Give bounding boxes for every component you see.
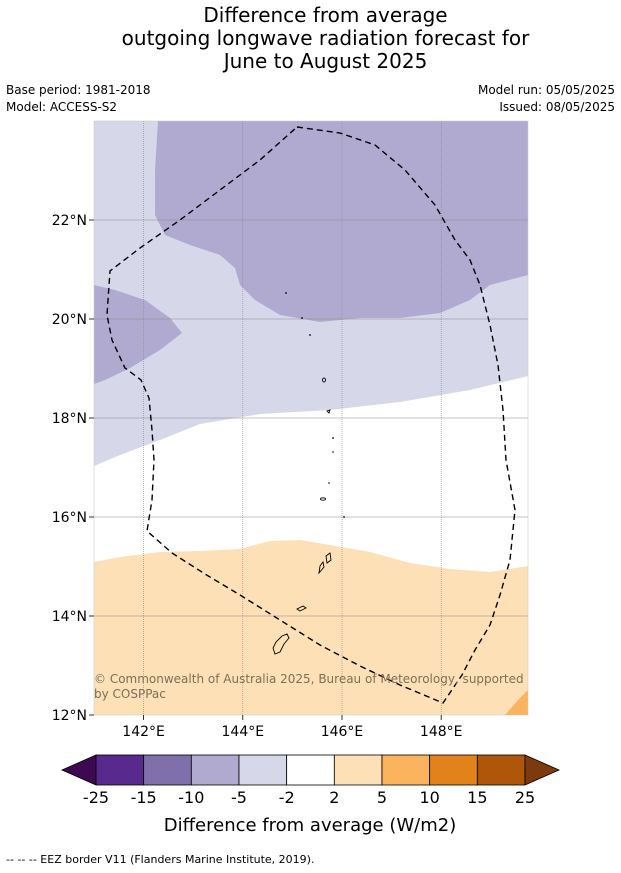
agrihan-island: [326, 409, 331, 414]
copyright-notice: © Commonwealth of Australia 2025, Bureau…: [94, 672, 524, 701]
colorbar-tick-label: -10: [178, 788, 204, 807]
colorbar-tick-label: -5: [231, 788, 247, 807]
colorbar-title: Difference from average (W/m2): [164, 815, 456, 836]
model-name: Model: ACCESS-S2: [6, 100, 118, 114]
title-line-1: Difference from average: [203, 3, 448, 27]
colorbar-tick-label: 25: [515, 788, 535, 807]
colorbar-tick-label: 15: [467, 788, 487, 807]
latitude-label: 16°N: [52, 510, 87, 526]
longitude-label: 142°E: [122, 724, 165, 740]
latitude-label: 18°N: [52, 411, 87, 427]
colorbar-segment: [238, 754, 288, 786]
tinian-island: [318, 560, 325, 575]
gridlines: [94, 121, 528, 715]
light-orange-region: [94, 540, 528, 715]
longitude-label: 146°E: [321, 724, 364, 740]
latitude-label: 14°N: [52, 609, 87, 625]
left-metadata: Base period: 1981-2018 Model: ACCESS-S2: [6, 82, 151, 116]
colorbar-segment: [381, 754, 431, 786]
colorbar-segment: [333, 754, 383, 786]
colorbar-segment: [476, 754, 526, 786]
rota-island: [296, 605, 307, 612]
base-period: Base period: 1981-2018: [6, 83, 151, 97]
colorbar-tick-label: -15: [131, 788, 157, 807]
latitude-label: 20°N: [52, 312, 87, 328]
latitude-label: 22°N: [52, 213, 87, 229]
anatahan-island: [320, 497, 326, 501]
saipan-island: [325, 552, 332, 564]
colorbar-under-arrow: [61, 754, 97, 786]
orange-region: [505, 690, 528, 715]
title-line-3: June to August 2025: [223, 49, 428, 73]
right-metadata: Model run: 05/05/2025 Issued: 08/05/2025: [478, 82, 615, 116]
map-area: [94, 121, 528, 715]
island-outlines: [272, 377, 332, 655]
colorbar-segment: [95, 754, 145, 786]
eez-footnote: -- -- -- EEZ border V11 (Flanders Marine…: [6, 853, 315, 866]
colorbar-tick-label: 10: [419, 788, 439, 807]
map-title: Difference from average outgoing longwav…: [0, 4, 621, 73]
pagan-island: [322, 377, 326, 383]
colorbar: -25 -15 -10 -5 -2 2 5 10 15 25: [61, 754, 560, 807]
model-run: Model run: 05/05/2025: [477, 83, 615, 97]
mid-purple-region-west: [94, 285, 182, 384]
colorbar-over-arrow: [524, 754, 560, 786]
colorbar-tick-label: 5: [377, 788, 387, 807]
small-islets: [285, 292, 345, 518]
guam-island: [272, 633, 290, 655]
colorbar-tick-label: -2: [279, 788, 295, 807]
mid-purple-region-north: [155, 121, 528, 322]
colorbar-segment: [143, 754, 192, 786]
colorbar-tick-label: 2: [329, 788, 339, 807]
longitude-label: 148°E: [420, 724, 463, 740]
title-line-2: outgoing longwave radiation forecast for: [121, 26, 530, 50]
longitude-label: 144°E: [222, 724, 265, 740]
colorbar-tick-label: -25: [83, 788, 109, 807]
issued-date: Issued: 08/05/2025: [499, 100, 615, 114]
colorbar-segment: [286, 754, 335, 786]
colorbar-segment: [429, 754, 478, 786]
axis-labels: 142°E 144°E 146°E 148°E 22°N 20°N 18°N 16°N 14°N…: [52, 213, 463, 740]
colorbar-segment: [190, 754, 240, 786]
latitude-label: 12°N: [52, 708, 87, 724]
eez-border-line: [106, 126, 516, 704]
